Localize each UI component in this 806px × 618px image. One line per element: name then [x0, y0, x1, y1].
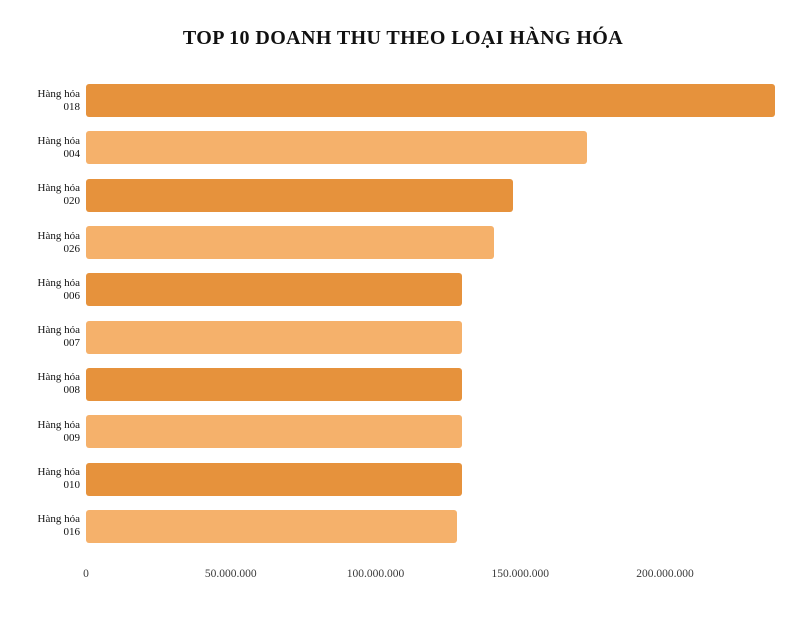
category-label-line1: Hàng hóa: [37, 466, 80, 479]
category-label-line1: Hàng hóa: [37, 276, 80, 289]
category-label-code: 020: [63, 195, 81, 208]
category-label: Hàng hóa 009: [0, 419, 80, 445]
category-label-code: 004: [63, 147, 81, 160]
category-label-code: 006: [63, 289, 81, 302]
category-label-line1: Hàng hóa: [37, 324, 80, 337]
bar-row: Hàng hóa 026: [0, 219, 806, 266]
category-label-line1: Hàng hóa: [37, 371, 80, 384]
bar-row: Hàng hóa 018: [0, 77, 806, 124]
bar: [86, 178, 513, 212]
category-label: Hàng hóa 010: [0, 466, 80, 492]
x-tick-label: 0: [83, 568, 89, 580]
category-label-code: 016: [63, 526, 81, 539]
bar: [86, 462, 463, 496]
bar-row: Hàng hóa 006: [0, 266, 806, 313]
x-tick-label: 50.000.000: [204, 568, 257, 580]
category-label-code: 026: [63, 242, 81, 255]
category-label-code: 018: [63, 100, 81, 113]
x-axis: 0 50.000.000 100.000.000 150.000.000 200.000…: [0, 568, 806, 588]
category-label-line1: Hàng hóa: [37, 87, 80, 100]
bar-row: Hàng hóa 004: [0, 124, 806, 171]
x-tick-label: 100.000.000: [346, 568, 405, 580]
bar: [86, 226, 495, 260]
category-label: Hàng hóa 004: [0, 135, 80, 161]
category-label: Hàng hóa 006: [0, 277, 80, 303]
category-label: Hàng hóa 018: [0, 88, 80, 114]
category-label-code: 007: [63, 337, 81, 350]
category-label-code: 008: [63, 384, 81, 397]
bar-row: Hàng hóa 007: [0, 313, 806, 360]
category-label: Hàng hóa 026: [0, 230, 80, 256]
x-tick-label: 150.000.000: [491, 568, 550, 580]
bar: [86, 415, 463, 449]
category-label-line1: Hàng hóa: [37, 229, 80, 242]
bar: [86, 320, 463, 354]
bar-row: Hàng hóa 010: [0, 455, 806, 502]
category-label-code: 010: [63, 479, 81, 492]
category-label-line1: Hàng hóa: [37, 418, 80, 431]
bar: [86, 131, 587, 165]
category-label-code: 009: [63, 431, 81, 444]
bar-row: Hàng hóa 008: [0, 361, 806, 408]
x-tick-label: 200.000.000: [636, 568, 694, 580]
category-label-line1: Hàng hóa: [37, 513, 80, 526]
bar-row: Hàng hóa 016: [0, 503, 806, 550]
category-label: Hàng hóa 008: [0, 371, 80, 397]
bar-row: Hàng hóa 020: [0, 172, 806, 219]
category-label: Hàng hóa 020: [0, 182, 80, 208]
chart-title: TOP 10 DOANH THU THEO LOẠI HÀNG HÓA: [182, 27, 624, 49]
plot-area: Hàng hóa 018 Hàng hóa 004 Hàng hóa 020 Hàng hó…: [0, 77, 806, 550]
category-label-line1: Hàng hóa: [37, 182, 80, 195]
bar-row: Hàng hóa 009: [0, 408, 806, 455]
category-label-line1: Hàng hóa: [37, 134, 80, 147]
category-label: Hàng hóa 016: [0, 513, 80, 539]
bar: [86, 84, 775, 118]
bar: [86, 509, 457, 543]
bar: [86, 367, 463, 401]
bar: [86, 273, 463, 307]
category-label: Hàng hóa 007: [0, 324, 80, 350]
